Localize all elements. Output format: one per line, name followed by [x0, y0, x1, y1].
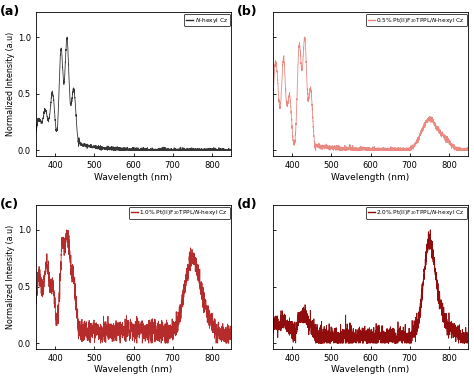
X-axis label: Wavelength (nm): Wavelength (nm) — [331, 173, 410, 182]
Legend: 1.0% Pt(II)F$_{20}$TPPL/$\it{N}$-hexyl Cz: 1.0% Pt(II)F$_{20}$TPPL/$\it{N}$-hexyl C… — [129, 207, 230, 219]
Legend: 0.5% Pt(II)F$_{20}$TPPL/$\it{N}$-hexyl Cz: 0.5% Pt(II)F$_{20}$TPPL/$\it{N}$-hexyl C… — [366, 14, 467, 27]
X-axis label: Wavelength (nm): Wavelength (nm) — [94, 173, 173, 182]
Text: (b): (b) — [237, 5, 258, 18]
Legend: 2.0% Pt(II)F$_{20}$TPPL/$\it{N}$-hexyl Cz: 2.0% Pt(II)F$_{20}$TPPL/$\it{N}$-hexyl C… — [366, 207, 467, 219]
Y-axis label: Normalized Intensity (a.u): Normalized Intensity (a.u) — [6, 32, 15, 136]
Legend: $\it{N}$-hexyl Cz: $\it{N}$-hexyl Cz — [184, 14, 230, 27]
X-axis label: Wavelength (nm): Wavelength (nm) — [331, 366, 410, 374]
Y-axis label: Normalized Intensity (a.u): Normalized Intensity (a.u) — [6, 225, 15, 329]
Text: (d): (d) — [237, 198, 258, 211]
Text: (a): (a) — [0, 5, 20, 18]
X-axis label: Wavelength (nm): Wavelength (nm) — [94, 366, 173, 374]
Text: (c): (c) — [0, 198, 19, 211]
